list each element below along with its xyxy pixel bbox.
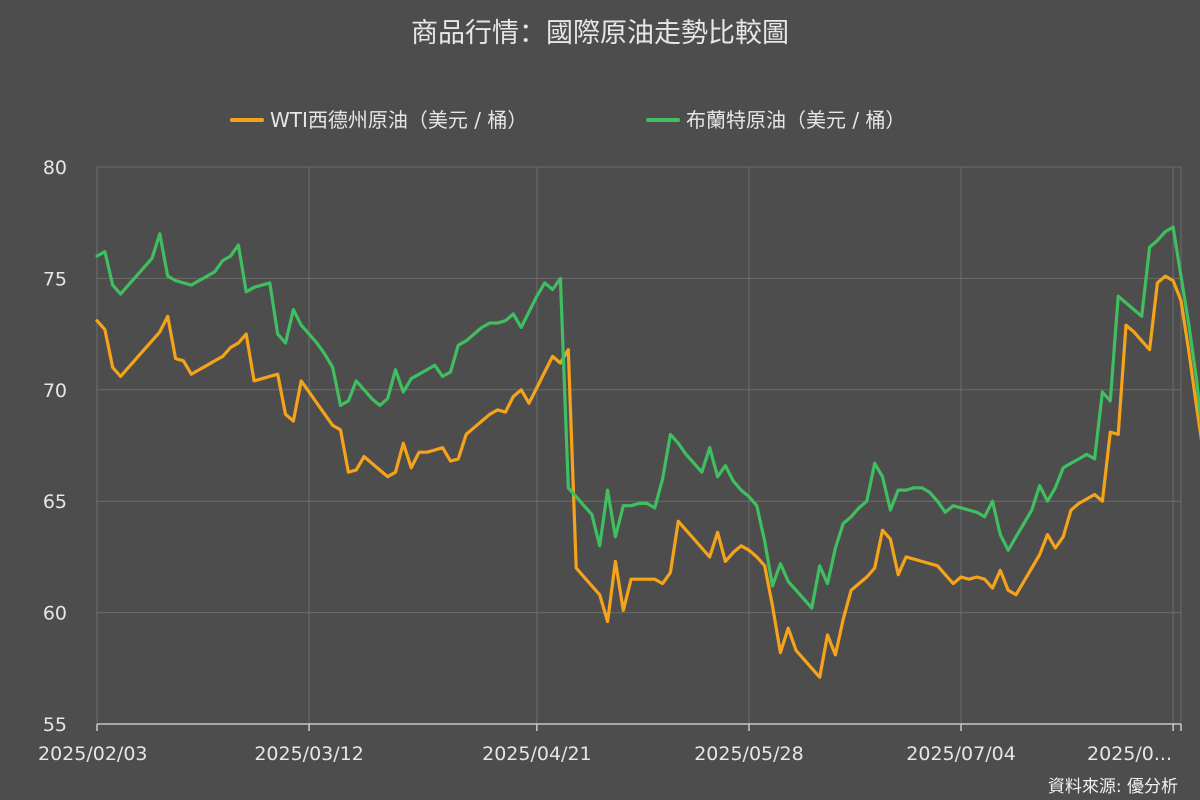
y-tick-label: 80 xyxy=(43,157,67,179)
x-tick-label: 2025/05/28 xyxy=(694,743,804,765)
y-tick-label: 75 xyxy=(43,268,67,290)
x-axis-ticks: 2025/02/03 2025/03/12 2025/04/21 2025/05/28… xyxy=(38,724,1182,765)
y-tick-label: 60 xyxy=(43,603,67,625)
x-tick-label: 2025/07/04 xyxy=(906,743,1016,765)
chart-title: 商品行情：國際原油走勢比較圖 xyxy=(411,18,789,49)
y-tick-label: 70 xyxy=(43,380,67,402)
x-tick-label: 2025/02/03 xyxy=(38,743,148,765)
x-tick-label: 2025/0... xyxy=(1087,743,1172,765)
y-tick-label: 55 xyxy=(43,714,67,736)
series-line-wti xyxy=(95,274,1200,679)
y-axis-ticks: 55 60 65 70 75 80 xyxy=(43,157,67,736)
grid xyxy=(96,166,1182,724)
legend-label-wti: WTI西德州原油（美元 / 桶） xyxy=(270,108,527,132)
x-tick-label: 2025/03/12 xyxy=(254,743,364,765)
legend-label-brent: 布蘭特原油（美元 / 桶） xyxy=(686,108,905,132)
legend: WTI西德州原油（美元 / 桶） 布蘭特原油（美元 / 桶） xyxy=(230,108,905,132)
x-tick-label: 2025/04/21 xyxy=(482,743,592,765)
source-note: 資料來源: 優分析 xyxy=(1048,777,1178,797)
series-line-brent xyxy=(95,225,1200,610)
y-tick-label: 65 xyxy=(43,491,67,513)
series-lines xyxy=(95,225,1200,679)
